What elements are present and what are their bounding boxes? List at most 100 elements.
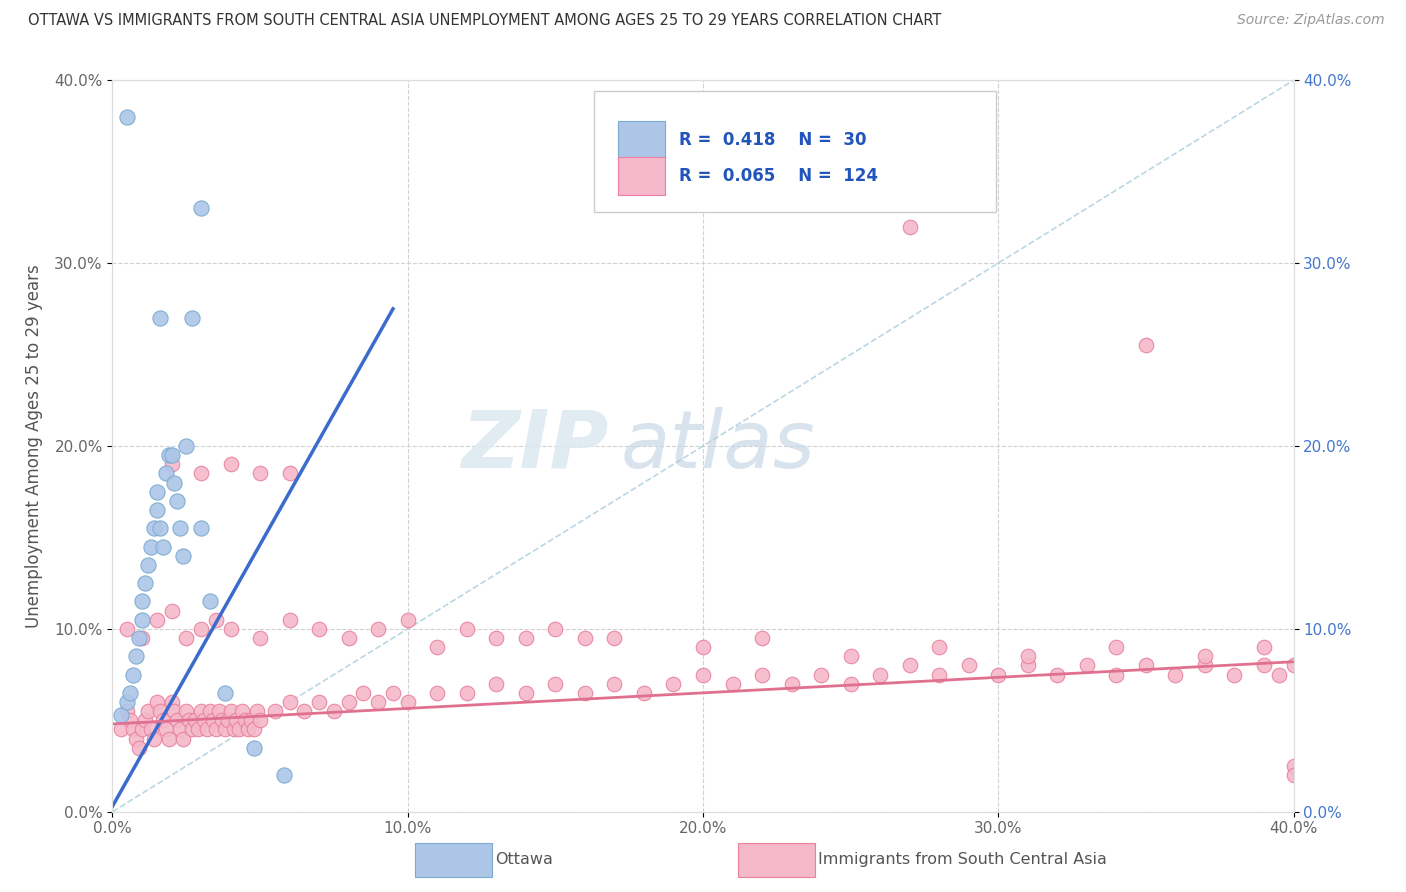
Point xyxy=(217,714,239,728)
Point xyxy=(337,631,360,645)
Point xyxy=(122,723,145,737)
Point xyxy=(928,640,950,655)
Point xyxy=(190,704,212,718)
Point xyxy=(456,686,478,700)
Point xyxy=(515,686,537,700)
Point xyxy=(1105,640,1128,655)
Point xyxy=(249,631,271,645)
Point xyxy=(928,667,950,681)
Point xyxy=(172,549,194,563)
Point xyxy=(117,695,138,709)
Point xyxy=(1046,667,1069,681)
Point xyxy=(146,503,169,517)
Point xyxy=(273,768,295,782)
Point xyxy=(110,707,132,722)
Point xyxy=(692,640,714,655)
Text: ZIP: ZIP xyxy=(461,407,609,485)
Point xyxy=(869,667,891,681)
Point xyxy=(1017,649,1039,664)
Point xyxy=(382,686,405,700)
Point xyxy=(603,676,626,690)
Point xyxy=(1164,667,1187,681)
Point xyxy=(131,631,153,645)
Point xyxy=(117,622,138,636)
Point xyxy=(134,576,156,591)
Point xyxy=(1282,658,1305,673)
Bar xyxy=(619,157,665,195)
Point xyxy=(134,714,156,728)
Point xyxy=(246,704,269,718)
Point xyxy=(987,667,1010,681)
Point xyxy=(1135,338,1157,352)
Point xyxy=(721,676,744,690)
Point xyxy=(839,676,862,690)
Point xyxy=(187,723,209,737)
Point xyxy=(190,467,212,481)
Point xyxy=(264,704,287,718)
Point xyxy=(515,631,537,645)
Point xyxy=(1282,759,1305,773)
Point xyxy=(308,622,330,636)
Point xyxy=(633,686,655,700)
Point xyxy=(201,714,224,728)
Point xyxy=(544,622,567,636)
Text: R =  0.065    N =  124: R = 0.065 N = 124 xyxy=(679,167,879,186)
Point xyxy=(603,631,626,645)
Point xyxy=(751,667,773,681)
Point xyxy=(426,640,449,655)
Point xyxy=(181,311,204,326)
Point xyxy=(190,521,212,535)
Point xyxy=(1268,667,1291,681)
Point xyxy=(149,521,172,535)
Point xyxy=(233,714,256,728)
Point xyxy=(160,695,183,709)
Point xyxy=(157,731,180,746)
Point xyxy=(205,723,228,737)
Point xyxy=(898,658,921,673)
Text: atlas: atlas xyxy=(620,407,815,485)
Point xyxy=(190,622,212,636)
Point xyxy=(160,448,183,462)
Point xyxy=(238,723,260,737)
Point xyxy=(292,704,315,718)
Point xyxy=(131,594,153,608)
Point xyxy=(352,686,374,700)
Point xyxy=(136,704,159,718)
Point xyxy=(152,714,174,728)
Point xyxy=(544,676,567,690)
Point xyxy=(128,740,150,755)
Point xyxy=(485,631,508,645)
Point xyxy=(163,475,186,490)
Point xyxy=(751,631,773,645)
Point xyxy=(1282,768,1305,782)
Point xyxy=(166,714,188,728)
Point xyxy=(249,714,271,728)
Point xyxy=(169,723,191,737)
Point xyxy=(219,704,242,718)
Point xyxy=(149,704,172,718)
Point xyxy=(574,631,596,645)
Point xyxy=(957,658,980,673)
Point xyxy=(1253,658,1275,673)
Point xyxy=(128,631,150,645)
Point xyxy=(131,613,153,627)
Point xyxy=(1105,667,1128,681)
Point xyxy=(152,540,174,554)
Point xyxy=(172,731,194,746)
Point xyxy=(396,695,419,709)
Point xyxy=(146,695,169,709)
Point xyxy=(155,467,177,481)
Point xyxy=(136,558,159,572)
Point xyxy=(692,667,714,681)
Point xyxy=(157,448,180,462)
Point xyxy=(184,714,207,728)
Point xyxy=(160,603,183,617)
Point xyxy=(1017,658,1039,673)
Point xyxy=(222,723,245,737)
Point xyxy=(174,704,197,718)
Point xyxy=(662,676,685,690)
Point xyxy=(1253,640,1275,655)
Point xyxy=(780,676,803,690)
Point xyxy=(243,723,266,737)
Point xyxy=(426,686,449,700)
